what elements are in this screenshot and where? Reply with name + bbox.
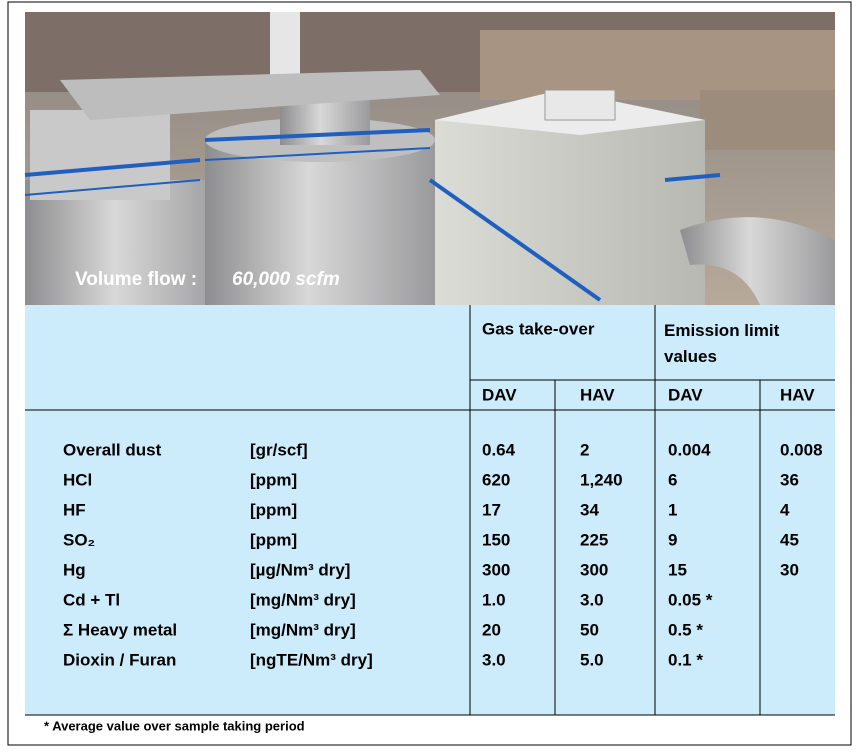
- cell-value: 300: [482, 560, 510, 579]
- cell-value: 3.0: [580, 590, 604, 609]
- cell-value: 225: [580, 530, 608, 549]
- row-name: Cd + Tl: [63, 590, 120, 609]
- row-unit: [ppm]: [250, 530, 297, 549]
- cell-value: 0.1 *: [668, 650, 703, 669]
- row-name: Σ Heavy metal: [63, 620, 177, 639]
- column-header: HAV: [780, 385, 815, 404]
- row-unit: [ppm]: [250, 470, 297, 489]
- cell-value: 0.008: [780, 440, 823, 459]
- photo: Volume flow : 60,000 scfm: [25, 12, 835, 305]
- footnote: * Average value over sample taking perio…: [44, 718, 305, 733]
- row-name: Dioxin / Furan: [63, 650, 176, 669]
- photo-caption-value: 60,000 scfm: [232, 269, 340, 290]
- cell-value: 20: [482, 620, 501, 639]
- group-header: Gas take-over: [482, 319, 595, 338]
- cell-value: 1,240: [580, 470, 623, 489]
- row-unit: [mg/Nm³ dry]: [250, 590, 356, 609]
- cell-value: 1: [668, 500, 677, 519]
- row-name: SO₂: [63, 530, 95, 549]
- column-header: HAV: [580, 385, 615, 404]
- row-name: HF: [63, 500, 86, 519]
- cell-value: 0.5 *: [668, 620, 703, 639]
- cell-value: 50: [580, 620, 599, 639]
- cell-value: 150: [482, 530, 510, 549]
- row-unit: [ngTE/Nm³ dry]: [250, 650, 373, 669]
- row-name: Hg: [63, 560, 86, 579]
- cell-value: 0.64: [482, 440, 516, 459]
- cell-value: 36: [780, 470, 799, 489]
- cell-value: 15: [668, 560, 687, 579]
- column-header: DAV: [482, 385, 517, 404]
- cell-value: 300: [580, 560, 608, 579]
- page: Volume flow : 60,000 scfm Gas take-over …: [0, 0, 859, 747]
- cell-value: 6: [668, 470, 677, 489]
- cell-value: 34: [580, 500, 599, 519]
- column-header: DAV: [668, 385, 703, 404]
- group-header-box: Emission limit values: [664, 318, 834, 378]
- cell-value: 3.0: [482, 650, 506, 669]
- cell-value: 9: [668, 530, 677, 549]
- cell-value: 4: [780, 500, 790, 519]
- row-unit: [gr/scf]: [250, 440, 308, 459]
- slide: Volume flow : 60,000 scfm Gas take-over …: [0, 0, 859, 747]
- row-unit: [ppm]: [250, 500, 297, 519]
- cell-value: 0.05 *: [668, 590, 713, 609]
- photo-caption-label: Volume flow :: [75, 269, 197, 290]
- cell-value: 45: [780, 530, 799, 549]
- cell-value: 620: [482, 470, 510, 489]
- cell-value: 2: [580, 440, 589, 459]
- row-name: Overall dust: [63, 440, 162, 459]
- cell-value: 0.004: [668, 440, 711, 459]
- cell-value: 1.0: [482, 590, 506, 609]
- cell-value: 17: [482, 500, 501, 519]
- group-header: Emission limit values: [664, 318, 834, 370]
- row-name: HCl: [63, 470, 92, 489]
- cell-value: 30: [780, 560, 799, 579]
- row-unit: [mg/Nm³ dry]: [250, 620, 356, 639]
- cell-value: 5.0: [580, 650, 604, 669]
- row-unit: [µg/Nm³ dry]: [250, 560, 350, 579]
